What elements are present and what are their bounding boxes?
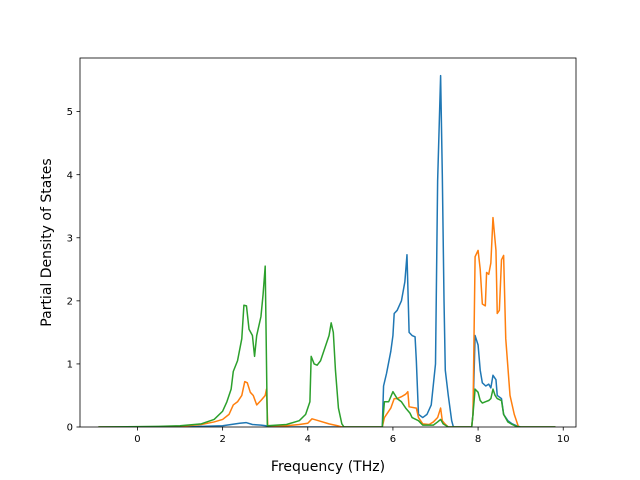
series-line-1: [98, 74, 556, 427]
x-tick-label: 6: [390, 434, 396, 445]
y-tick-label: 3: [67, 233, 73, 244]
y-axis-label: Partial Density of States: [39, 158, 55, 326]
axes-frame: [79, 57, 577, 428]
x-tick-label: 10: [557, 434, 570, 445]
y-tick-label: 4: [67, 170, 73, 181]
x-axis: 0 2 4 6 8 10: [134, 427, 570, 445]
series-line-3: [98, 265, 556, 427]
x-axis-label: Frequency (THz): [271, 459, 385, 475]
y-tick-label: 0: [67, 423, 73, 434]
y-tick-label: 5: [67, 107, 73, 118]
y-tick-label: 1: [67, 360, 73, 371]
y-axis: 0 1 2 3 4 5: [67, 107, 80, 434]
x-tick-label: 0: [134, 434, 140, 445]
series-line-2: [98, 216, 556, 427]
x-tick-label: 8: [475, 434, 481, 445]
x-tick-label: 2: [219, 434, 225, 445]
series-layer: [98, 74, 556, 427]
y-tick-label: 2: [67, 296, 73, 307]
x-tick-label: 4: [305, 434, 311, 445]
